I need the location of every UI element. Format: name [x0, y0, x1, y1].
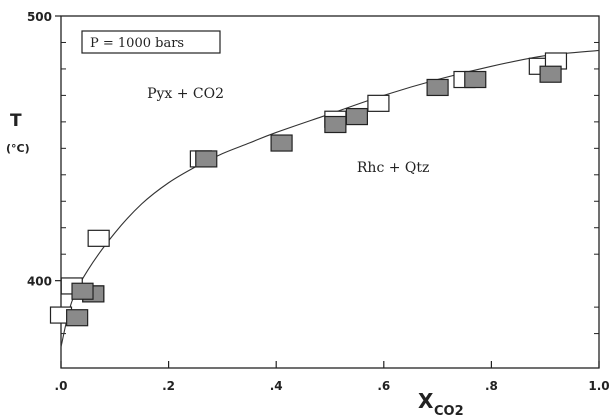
- condition-box: P = 1000 bars: [81, 30, 221, 54]
- x-tick-label: .0: [55, 379, 68, 393]
- y-axis-unit: (°C): [6, 142, 30, 155]
- filled-square-point: [464, 70, 487, 89]
- y-tick-label: 500: [27, 10, 52, 24]
- plot-frame: [60, 15, 600, 369]
- filled-square-point: [195, 150, 218, 168]
- y-tick-label: 400: [27, 275, 52, 289]
- filled-square-point: [270, 134, 293, 152]
- x-tick-label: 1.0: [588, 379, 609, 393]
- x-tick-label: .4: [270, 379, 283, 393]
- y-axis-label: T: [10, 111, 22, 131]
- field-label-rhc-qtz: Rhc + Qtz: [357, 160, 430, 176]
- filled-square-point: [345, 107, 368, 126]
- filled-square-point: [426, 78, 449, 97]
- x-tick-label: .2: [162, 379, 175, 393]
- x-tick-label: .8: [485, 379, 498, 393]
- data-points: [49, 52, 568, 327]
- filled-square-point: [66, 309, 89, 327]
- x-tick-label: .6: [377, 379, 390, 393]
- curve-layer: [60, 49, 600, 347]
- equilibrium-curve: [60, 49, 600, 347]
- open-square-point: [87, 229, 110, 247]
- condition-box-label: P = 1000 bars: [90, 36, 184, 51]
- field-label-pyx-co2: Pyx + CO2: [147, 86, 224, 102]
- axes: [60, 15, 600, 369]
- tick-labels: .0 .2 .4 .6 .8 1.0 400 500: [27, 10, 610, 393]
- tick-marks: [55, 15, 600, 368]
- condition-box-frame: [81, 30, 221, 54]
- filled-square-point: [71, 282, 94, 300]
- filled-square-point: [324, 115, 347, 134]
- open-square-point: [367, 94, 390, 112]
- x-axis-label: X: [418, 389, 434, 413]
- filled-square-point: [539, 65, 562, 83]
- x-axis-label-subscript: CO2: [434, 404, 464, 419]
